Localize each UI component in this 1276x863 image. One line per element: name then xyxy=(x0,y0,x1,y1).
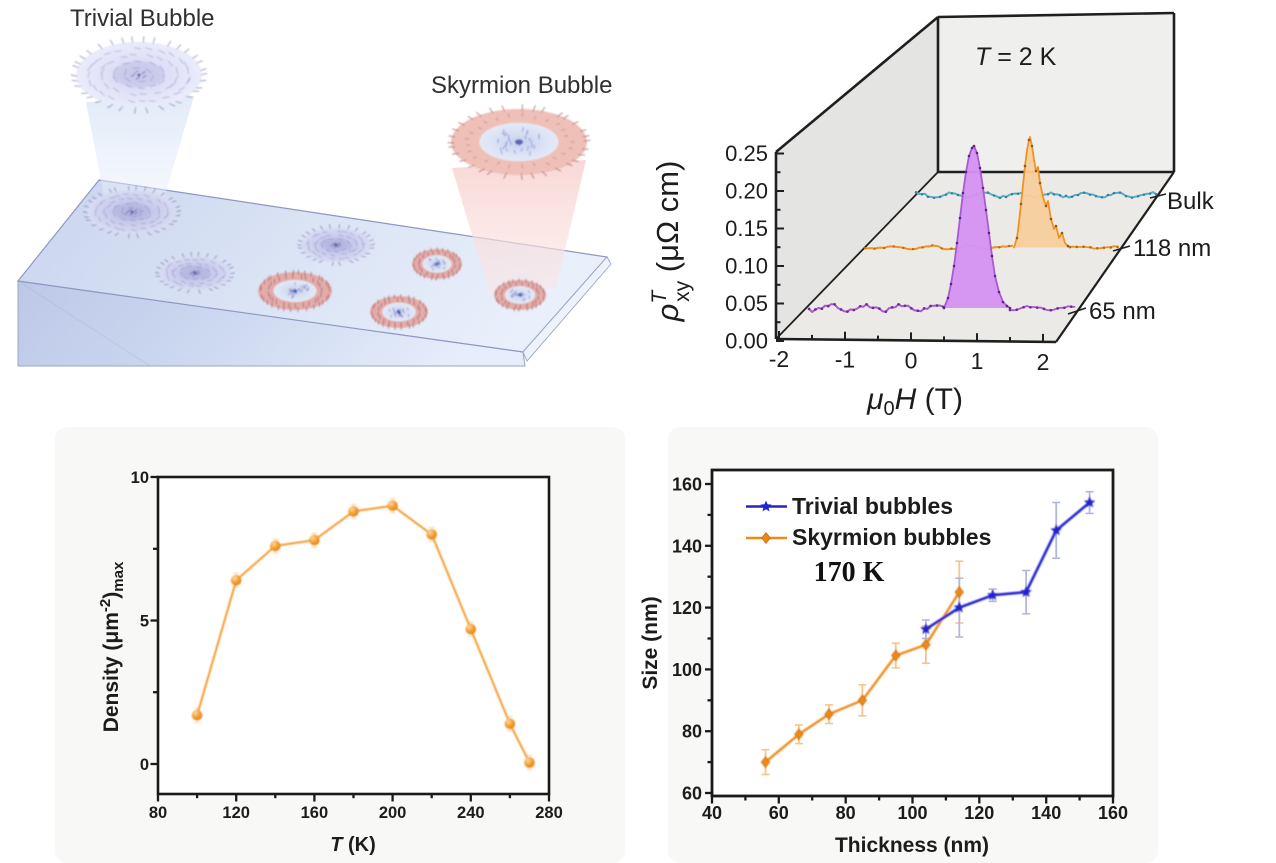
svg-text:40: 40 xyxy=(702,803,722,823)
svg-text:Thickness (nm): Thickness (nm) xyxy=(835,834,989,857)
svg-text:80: 80 xyxy=(836,803,856,823)
svg-text:Trivial bubbles: Trivial bubbles xyxy=(792,493,953,519)
svg-text:0: 0 xyxy=(140,756,149,774)
svg-text:10: 10 xyxy=(131,469,149,487)
svg-text:0.05: 0.05 xyxy=(725,291,768,316)
svg-text:-2: -2 xyxy=(769,346,789,372)
svg-text:120: 120 xyxy=(672,598,702,618)
svg-text:80: 80 xyxy=(682,722,702,742)
svg-text:Skyrmion bubbles: Skyrmion bubbles xyxy=(792,524,991,550)
svg-text:65 nm: 65 nm xyxy=(1089,298,1156,325)
svg-text:T (K): T (K) xyxy=(330,834,376,856)
svg-text:0.00: 0.00 xyxy=(725,329,768,354)
svg-text:Trivial Bubble: Trivial Bubble xyxy=(70,5,215,32)
svg-text:200: 200 xyxy=(379,804,407,822)
svg-text:Size (nm): Size (nm) xyxy=(639,596,662,689)
svg-text:0: 0 xyxy=(905,347,918,373)
svg-text:0.25: 0.25 xyxy=(725,141,768,166)
svg-text:μ0H (T): μ0H (T) xyxy=(866,383,963,420)
svg-text:118 nm: 118 nm xyxy=(1133,235,1211,262)
svg-text:Skyrmion Bubble: Skyrmion Bubble xyxy=(431,72,612,99)
svg-text:140: 140 xyxy=(1031,803,1061,823)
svg-text:100: 100 xyxy=(672,660,702,680)
svg-text:240: 240 xyxy=(457,804,485,822)
svg-text:140: 140 xyxy=(672,536,702,556)
svg-text:280: 280 xyxy=(535,804,563,822)
svg-text:80: 80 xyxy=(149,804,167,822)
svg-text:1: 1 xyxy=(971,348,984,374)
svg-text:0.20: 0.20 xyxy=(725,179,768,204)
svg-text:120: 120 xyxy=(964,803,994,823)
svg-text:100: 100 xyxy=(897,803,927,823)
svg-text:Bulk: Bulk xyxy=(1167,188,1215,215)
svg-text:ρTxy (μΩ cm): ρTxy (μΩ cm) xyxy=(648,161,694,323)
svg-text:-1: -1 xyxy=(835,347,855,373)
svg-text:160: 160 xyxy=(1098,803,1128,823)
svg-text:0.15: 0.15 xyxy=(725,216,768,241)
svg-text:60: 60 xyxy=(769,803,789,823)
svg-text:0.10: 0.10 xyxy=(725,254,768,279)
svg-text:170 K: 170 K xyxy=(814,557,885,588)
svg-text:60: 60 xyxy=(682,784,702,804)
svg-text:160: 160 xyxy=(301,804,329,822)
svg-text:160: 160 xyxy=(672,475,702,495)
svg-text:5: 5 xyxy=(140,613,149,631)
svg-text:2: 2 xyxy=(1037,349,1050,375)
svg-text:T = 2 K: T = 2 K xyxy=(975,43,1057,71)
svg-text:120: 120 xyxy=(222,804,250,822)
